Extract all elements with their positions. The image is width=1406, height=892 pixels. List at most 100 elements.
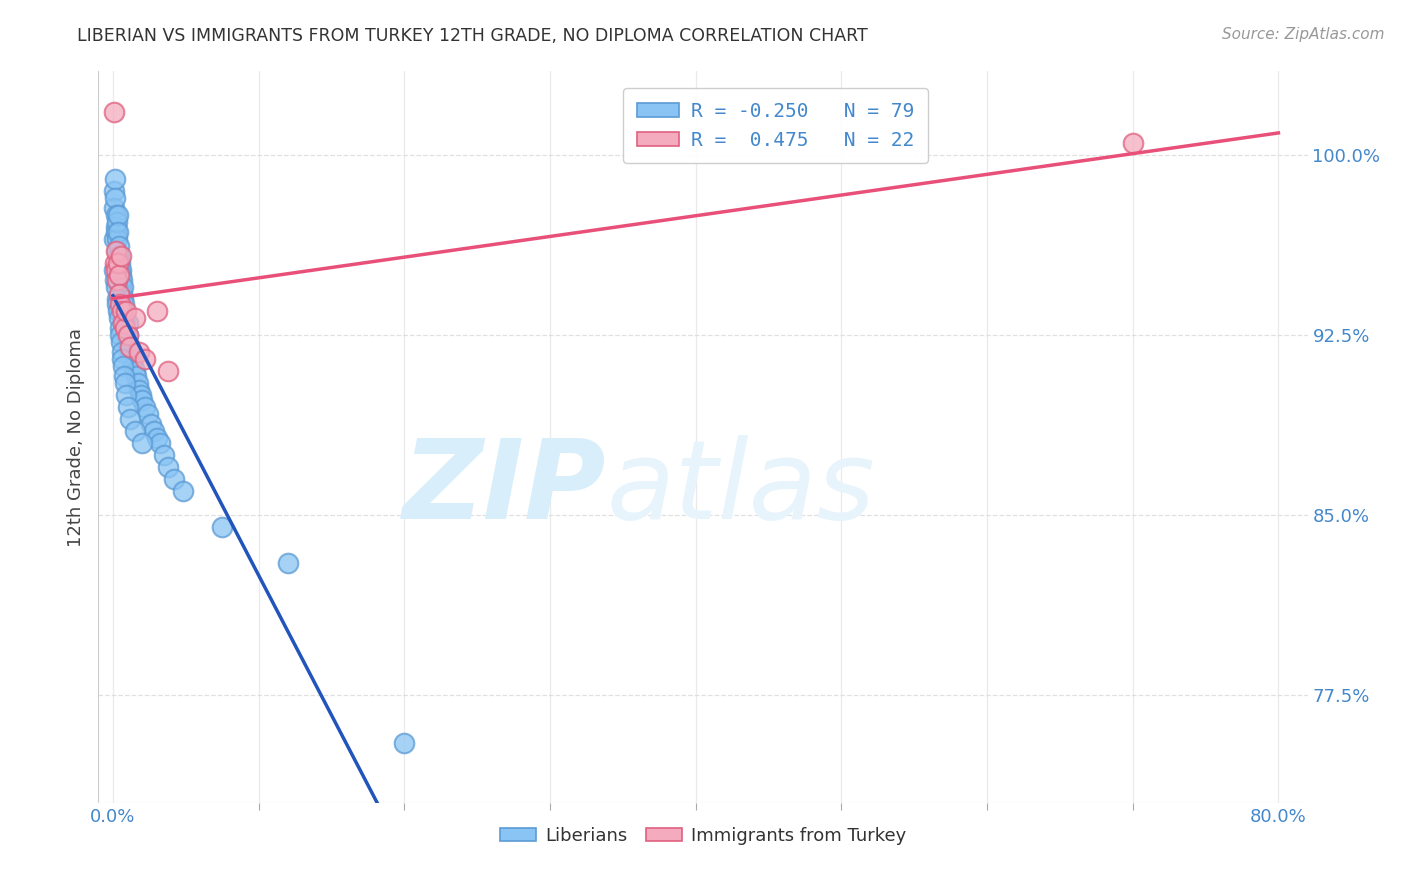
Point [104, 172, 127, 186]
Point [105, 215, 128, 229]
Point [172, 483, 194, 498]
Point [163, 472, 186, 486]
Text: atlas: atlas [606, 434, 875, 541]
Point [124, 424, 146, 438]
Point [108, 249, 131, 263]
Point [110, 280, 132, 294]
Point [104, 220, 127, 235]
Point [131, 436, 153, 450]
Point [134, 352, 156, 367]
Point [127, 376, 149, 391]
Point [107, 256, 129, 270]
Point [104, 256, 127, 270]
Point [111, 287, 134, 301]
Point [108, 239, 131, 253]
Point [110, 263, 132, 277]
Point [122, 359, 145, 374]
Point [120, 340, 142, 354]
Point [115, 328, 138, 343]
Point [108, 311, 131, 326]
Point [107, 268, 129, 283]
Point [111, 280, 134, 294]
Point [108, 287, 131, 301]
Point [134, 400, 156, 414]
Point [110, 249, 132, 263]
Point [114, 321, 136, 335]
Point [117, 328, 139, 343]
Point [124, 311, 146, 326]
Point [107, 208, 129, 222]
Point [112, 297, 135, 311]
Text: ZIP: ZIP [402, 434, 606, 541]
Point [103, 263, 125, 277]
Point [104, 191, 127, 205]
Point [108, 268, 131, 283]
Point [153, 448, 176, 462]
Point [145, 431, 167, 445]
Point [105, 263, 128, 277]
Point [105, 273, 128, 287]
Point [112, 304, 135, 318]
Point [128, 384, 150, 398]
Point [114, 321, 136, 335]
Point [115, 335, 138, 350]
Point [105, 232, 128, 246]
Point [112, 292, 135, 306]
Point [110, 273, 132, 287]
Point [131, 392, 153, 407]
Point [105, 297, 128, 311]
Point [112, 316, 135, 330]
Point [107, 256, 129, 270]
Y-axis label: 12th Grade, No Diploma: 12th Grade, No Diploma [66, 327, 84, 547]
Point [117, 328, 139, 343]
Point [107, 304, 129, 318]
Point [1122, 136, 1144, 151]
Point [394, 736, 416, 750]
Point [103, 232, 125, 246]
Point [117, 316, 139, 330]
Point [211, 520, 233, 534]
Point [104, 244, 127, 259]
Point [103, 201, 125, 215]
Point [110, 268, 132, 283]
Point [111, 297, 134, 311]
Point [111, 352, 134, 367]
Point [118, 340, 141, 354]
Point [108, 256, 131, 270]
Point [112, 359, 135, 374]
Point [124, 364, 146, 378]
Point [110, 328, 132, 343]
Point [125, 368, 148, 383]
Point [114, 376, 136, 391]
Point [104, 208, 127, 222]
Point [107, 225, 129, 239]
Point [115, 388, 138, 402]
Point [120, 345, 142, 359]
Point [110, 335, 132, 350]
Point [157, 364, 180, 378]
Point [105, 225, 128, 239]
Point [103, 105, 125, 120]
Point [117, 400, 139, 414]
Point [136, 407, 159, 421]
Legend: Liberians, Immigrants from Turkey: Liberians, Immigrants from Turkey [494, 820, 912, 852]
Point [121, 352, 143, 367]
Point [111, 345, 134, 359]
Point [157, 460, 180, 475]
Text: LIBERIAN VS IMMIGRANTS FROM TURKEY 12TH GRADE, NO DIPLOMA CORRELATION CHART: LIBERIAN VS IMMIGRANTS FROM TURKEY 12TH … [77, 27, 868, 45]
Point [115, 304, 138, 318]
Point [114, 316, 136, 330]
Text: Source: ZipAtlas.com: Source: ZipAtlas.com [1222, 27, 1385, 42]
Point [142, 424, 165, 438]
Point [139, 417, 162, 431]
Point [277, 556, 299, 570]
Point [111, 273, 134, 287]
Point [104, 280, 127, 294]
Point [111, 304, 134, 318]
Point [108, 321, 131, 335]
Point [105, 244, 128, 259]
Point [120, 412, 142, 426]
Point [112, 311, 135, 326]
Point [128, 345, 150, 359]
Point [108, 297, 131, 311]
